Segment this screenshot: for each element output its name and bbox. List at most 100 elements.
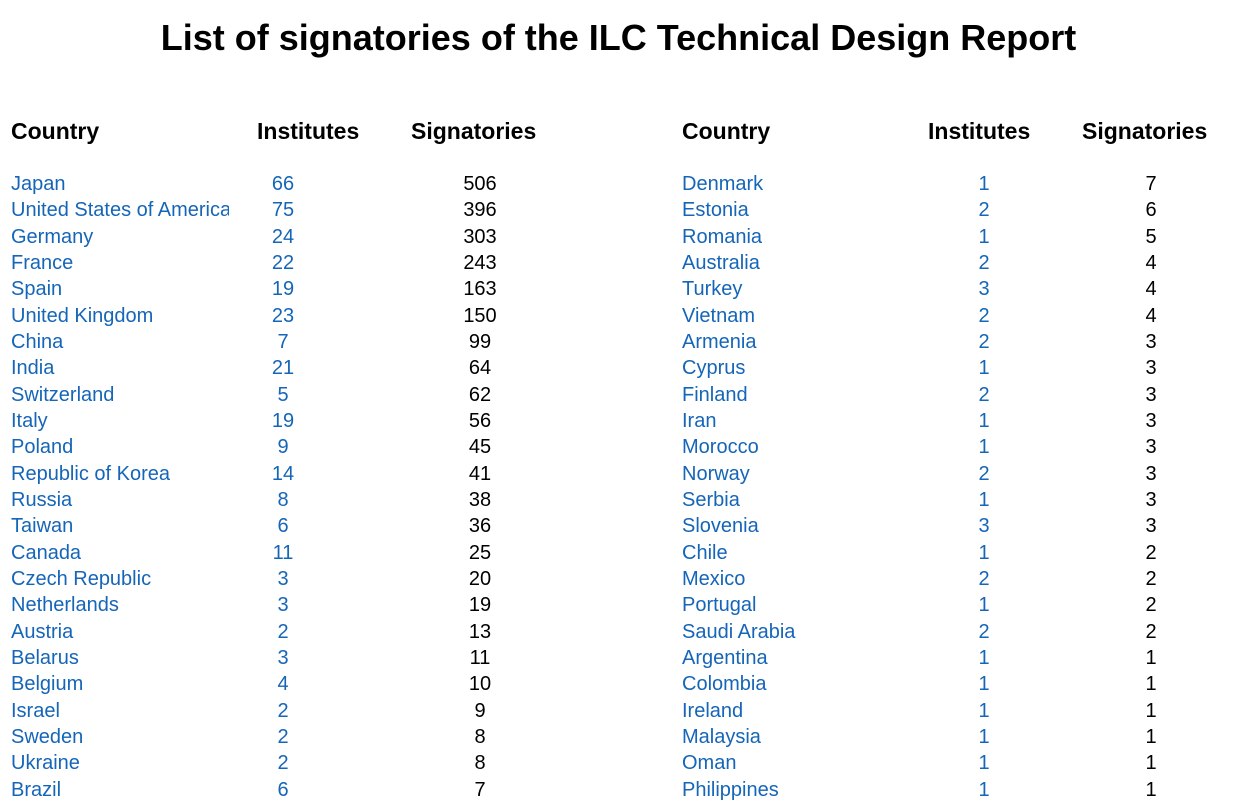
country-link[interactable]: Norway (682, 462, 750, 485)
institutes-link[interactable]: 1 (978, 436, 990, 459)
country-link[interactable]: Denmark (682, 173, 764, 195)
country-link[interactable]: Austria (11, 620, 74, 643)
institutes-link[interactable]: 2 (277, 752, 289, 775)
institutes-link[interactable]: 2 (978, 199, 990, 222)
country-link[interactable]: Estonia (682, 199, 749, 222)
country-link[interactable]: United Kingdom (11, 304, 154, 327)
country-link[interactable]: Ukraine (11, 752, 80, 775)
country-link[interactable]: Mexico (682, 567, 746, 590)
institutes-link[interactable]: 4 (277, 673, 289, 696)
country-link[interactable]: Sweden (11, 725, 84, 748)
institutes-link[interactable]: 66 (271, 173, 295, 195)
institutes-link[interactable]: 7 (277, 330, 289, 353)
institutes-link[interactable]: 3 (978, 278, 990, 301)
country-link[interactable]: Romania (682, 225, 763, 248)
country-link[interactable]: Serbia (682, 488, 740, 511)
country-link[interactable]: Colombia (682, 673, 767, 696)
country-link[interactable]: Turkey (682, 278, 743, 301)
institutes-link[interactable]: 22 (271, 251, 295, 274)
institutes-link[interactable]: 2 (277, 620, 289, 643)
country-link[interactable]: Belgium (11, 673, 84, 696)
country-link[interactable]: Russia (11, 488, 73, 511)
institutes-link[interactable]: 6 (277, 778, 289, 801)
country-link[interactable]: Netherlands (11, 594, 119, 617)
country-link[interactable]: Japan (11, 173, 66, 195)
country-link[interactable]: Malaysia (682, 725, 761, 748)
country-link[interactable]: Germany (11, 225, 94, 248)
country-link[interactable]: Ireland (682, 699, 744, 722)
country-link[interactable]: United States of America (11, 199, 229, 222)
institutes-link[interactable]: 3 (277, 646, 289, 669)
institutes-link[interactable]: 24 (271, 225, 295, 248)
institutes-link[interactable]: 2 (978, 304, 990, 327)
institutes-link[interactable]: 1 (978, 752, 990, 775)
institutes-link[interactable]: 1 (978, 173, 990, 195)
country-link[interactable]: Argentina (682, 646, 768, 669)
signatories-count: 6 (1145, 199, 1157, 222)
country-link[interactable]: Canada (11, 541, 82, 564)
institutes-link[interactable]: 6 (277, 515, 289, 538)
institutes-link[interactable]: 2 (978, 330, 990, 353)
country-link[interactable]: Portugal (682, 594, 757, 617)
country-link[interactable]: France (11, 251, 74, 274)
institutes-link[interactable]: 2 (978, 620, 990, 643)
institutes-link[interactable]: 19 (271, 409, 295, 432)
institutes-link[interactable]: 3 (277, 567, 289, 590)
institutes-link[interactable]: 19 (271, 278, 295, 301)
country-link[interactable]: Poland (11, 436, 74, 459)
country-link[interactable]: Morocco (682, 436, 759, 459)
institutes-link[interactable]: 14 (271, 462, 295, 485)
institutes-link[interactable]: 1 (978, 725, 990, 748)
country-link[interactable]: Cyprus (682, 357, 746, 380)
institutes-link[interactable]: 23 (271, 304, 295, 327)
institutes-link[interactable]: 9 (277, 436, 289, 459)
country-link[interactable]: Armenia (682, 330, 757, 353)
institutes-link[interactable]: 21 (271, 357, 295, 380)
header-institutes: Institutes (257, 118, 360, 144)
country-link[interactable]: Czech Republic (11, 567, 152, 590)
institutes-link[interactable]: 1 (978, 778, 990, 801)
country-link[interactable]: Republic of Korea (11, 462, 170, 485)
country-link[interactable]: Spain (11, 278, 63, 301)
institutes-link[interactable]: 1 (978, 409, 990, 432)
signatories-count: 36 (468, 515, 492, 538)
country-link[interactable]: Oman (682, 752, 737, 775)
country-link[interactable]: Switzerland (11, 383, 115, 406)
institutes-link[interactable]: 2 (978, 567, 990, 590)
institutes-link[interactable]: 3 (277, 594, 289, 617)
country-link[interactable]: Finland (682, 383, 748, 406)
country-link[interactable]: India (11, 357, 55, 380)
institutes-link[interactable]: 1 (978, 541, 990, 564)
country-link[interactable]: Italy (11, 409, 48, 432)
country-link[interactable]: Philippines (682, 778, 779, 801)
institutes-link[interactable]: 5 (277, 383, 289, 406)
country-link[interactable]: China (11, 330, 64, 353)
institutes-link[interactable]: 75 (271, 199, 295, 222)
country-link[interactable]: Iran (682, 409, 717, 432)
institutes-link[interactable]: 1 (978, 646, 990, 669)
institutes-link[interactable]: 1 (978, 594, 990, 617)
country-link[interactable]: Israel (11, 699, 60, 722)
country-link[interactable]: Australia (682, 251, 760, 274)
institutes-link[interactable]: 3 (978, 515, 990, 538)
institutes-link[interactable]: 1 (978, 699, 990, 722)
country-link[interactable]: Taiwan (11, 515, 74, 538)
institutes-link[interactable]: 2 (978, 383, 990, 406)
institutes-link[interactable]: 11 (272, 541, 294, 564)
institutes-link[interactable]: 2 (978, 251, 990, 274)
institutes-link[interactable]: 2 (978, 462, 990, 485)
institutes-link[interactable]: 1 (978, 357, 990, 380)
institutes-link[interactable]: 1 (978, 673, 990, 696)
institutes-link[interactable]: 8 (277, 488, 289, 511)
country-link[interactable]: Belarus (11, 646, 79, 669)
institutes-link[interactable]: 2 (277, 699, 289, 722)
institutes-link[interactable]: 1 (978, 225, 990, 248)
institutes-link[interactable]: 2 (277, 725, 289, 748)
country-link[interactable]: Vietnam (682, 304, 756, 327)
country-link[interactable]: Chile (682, 541, 728, 564)
country-link[interactable]: Brazil (11, 778, 62, 801)
signatories-count: 45 (468, 436, 492, 459)
institutes-link[interactable]: 1 (978, 488, 990, 511)
country-link[interactable]: Slovenia (682, 515, 759, 538)
country-link[interactable]: Saudi Arabia (682, 620, 796, 643)
